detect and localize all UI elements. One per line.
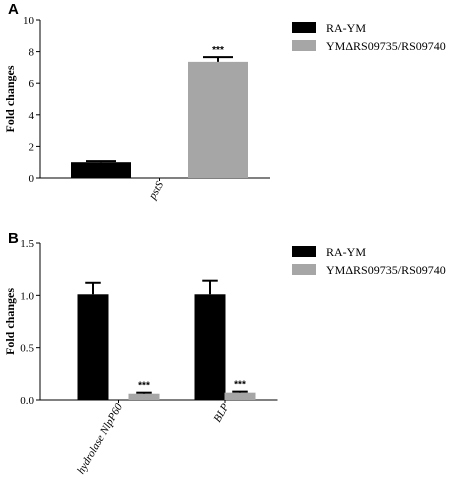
legend-swatch [292, 246, 316, 257]
y-tick-label: 8 [29, 47, 35, 59]
bar-ra-ym [77, 294, 109, 400]
significance-label: *** [234, 380, 246, 391]
chart-panel-a: A 0 2 4 6 8 10 Fold changes *** pstS RA-YM YMΔRS097… [3, 1, 446, 202]
y-tick-label: 0.0 [20, 395, 34, 407]
bar-mutant [128, 393, 160, 400]
bar-mutant [224, 392, 256, 400]
x-category-label: hydrolase NlpP60 [75, 401, 125, 476]
legend-label: YMΔRS09735/RS09740 [326, 263, 446, 277]
y-axis-title: Fold changes [3, 65, 17, 132]
bar-ra-ym [194, 294, 226, 400]
y-tick-label: 6 [29, 78, 35, 90]
y-tick-label: 2 [29, 141, 35, 153]
y-tick-label: 0 [29, 173, 35, 185]
legend-label: YMΔRS09735/RS09740 [326, 39, 446, 53]
significance-label: *** [138, 381, 150, 392]
y-axis-title: Fold changes [3, 288, 17, 355]
y-tick-label: 4 [29, 110, 35, 122]
panel-label: B [8, 230, 19, 247]
bar-ra-ym [71, 162, 131, 178]
legend-swatch [292, 40, 316, 51]
x-category-label: pstS [146, 179, 166, 202]
y-tick-label: 10 [23, 15, 35, 27]
significance-label: *** [212, 45, 224, 56]
x-category-label: BLP [211, 401, 231, 424]
y-tick-label: 1.0 [20, 290, 34, 302]
y-tick-label: 0.5 [20, 343, 34, 355]
y-tick-label: 1.5 [20, 238, 34, 250]
chart-panel-b: B 0.0 0.5 1.0 1.5 Fold changes *** hydrolase Nl… [3, 230, 446, 476]
legend-swatch [292, 22, 316, 33]
legend-label: RA-YM [326, 245, 366, 259]
bar-mutant [188, 61, 248, 179]
legend-label: RA-YM [326, 21, 366, 35]
panel-label: A [8, 1, 19, 18]
legend-swatch [292, 264, 316, 275]
